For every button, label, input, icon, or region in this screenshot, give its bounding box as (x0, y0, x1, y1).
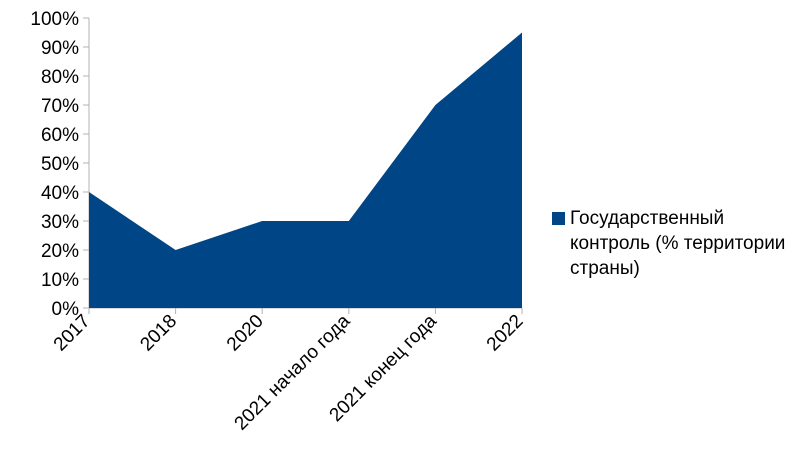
y-tick-label: 60% (41, 125, 79, 146)
y-tick-label: 30% (41, 212, 79, 233)
area-series (89, 32, 522, 308)
legend: Государственный контроль (% территории с… (552, 206, 797, 281)
x-tick-label: 2020 (223, 311, 268, 356)
y-tick-label: 50% (41, 154, 79, 175)
plot-area (89, 32, 522, 308)
y-tick-label: 80% (41, 67, 79, 88)
y-tick-label: 90% (41, 38, 79, 59)
y-tick-label: 0% (52, 299, 80, 320)
y-tick-label: 100% (30, 9, 79, 30)
y-tick-label: 70% (41, 96, 79, 117)
y-axis: 0% 10% 20% 30% 40% 50% 60% 70% 80% 90% 100% (30, 9, 90, 320)
x-tick-label: 2022 (483, 311, 528, 356)
y-tick-label: 20% (41, 241, 79, 262)
y-tick-label: 40% (41, 183, 79, 204)
y-tick-label: 10% (41, 270, 79, 291)
legend-label: Государственный контроль (% территории с… (570, 208, 786, 279)
x-tick-label: 2018 (136, 311, 181, 356)
legend-swatch (552, 212, 565, 225)
